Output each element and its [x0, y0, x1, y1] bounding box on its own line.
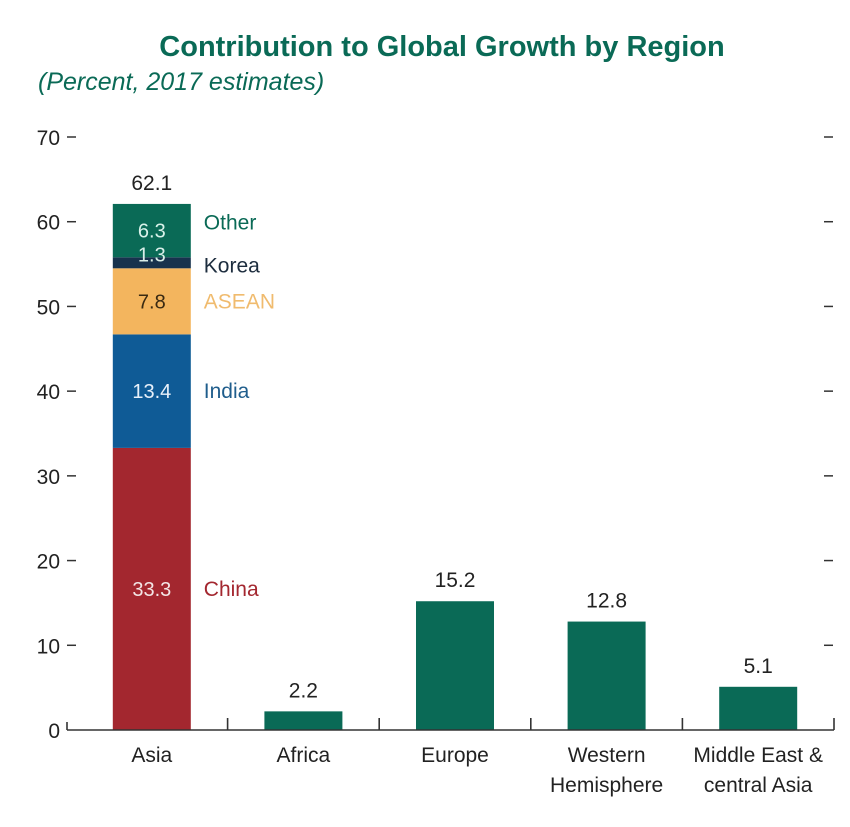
y-tick-label: 70: [37, 127, 60, 150]
segment-value-label: 6.3: [138, 221, 166, 243]
y-axis: 0 10 20 30 40 50 60 70: [37, 127, 76, 743]
x-category-label: central Asia: [704, 774, 813, 797]
bar-segment-china: [112, 447, 191, 730]
y-tick-label: 60: [37, 212, 60, 235]
bar-segment-korea: [112, 257, 191, 269]
y-tick-label: 20: [37, 551, 60, 574]
x-category-label: Europe: [421, 744, 489, 767]
y-tick-label: 0: [48, 720, 60, 743]
x-category-label: Asia: [131, 744, 172, 767]
bar-segment-india: [112, 334, 191, 448]
x-category-label: Hemisphere: [550, 774, 663, 797]
bar-total-label: 5.1: [744, 655, 773, 678]
bar: [264, 711, 343, 730]
bar-segment-other: [112, 203, 191, 258]
bar-total-label: 2.2: [289, 679, 318, 702]
bar-total-label: 15.2: [435, 569, 476, 592]
chart-title: Contribution to Global Growth by Region: [159, 31, 724, 63]
y-tick-label: 30: [37, 466, 60, 489]
y-tick-label: 10: [37, 635, 60, 658]
bars: [112, 203, 798, 730]
labels: Asia 33.3 China 13.4 India 7.8 ASEAN 1.3 Korea 6.…: [131, 172, 823, 797]
segment-value-label: 1.3: [138, 244, 166, 266]
segment-legend-label-india: India: [204, 380, 250, 403]
segment-value-label: 33.3: [132, 579, 171, 601]
segment-legend-label-china: China: [204, 578, 259, 601]
y-tick-label: 40: [37, 381, 60, 404]
bar-segment-asean: [112, 268, 191, 335]
segment-legend-label-asean: ASEAN: [204, 290, 275, 313]
segment-legend-label-korea: Korea: [204, 254, 260, 277]
x-category-label: Western: [568, 744, 646, 767]
x-category-label: Africa: [277, 744, 331, 767]
bar-total-label: 62.1: [131, 172, 172, 195]
y-tick-label: 50: [37, 296, 60, 319]
bar: [567, 621, 646, 730]
x-axis: [66, 718, 835, 731]
bar: [719, 686, 798, 730]
bar-total-label: 12.8: [586, 590, 627, 613]
y-axis-right-ticks: [824, 136, 833, 647]
x-category-label: Middle East &: [693, 744, 823, 767]
chart-subtitle: (Percent, 2017 estimates): [38, 68, 324, 96]
segment-legend-label-other: Other: [204, 212, 257, 235]
segment-value-label: 7.8: [138, 291, 166, 313]
bar: [416, 601, 494, 730]
segment-value-label: 13.4: [132, 381, 171, 403]
